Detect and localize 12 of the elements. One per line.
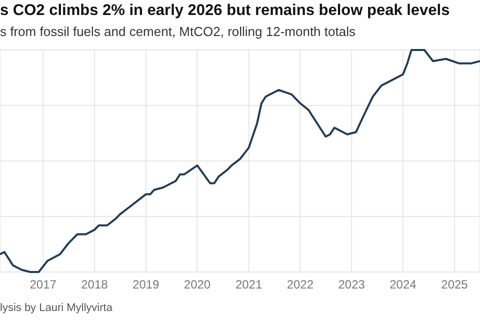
x-tick-label: 2023 [338,278,366,292]
x-tick-label: 2020 [184,278,211,292]
chart-subtitle: s from fossil fuels and cement, MtCO2, rolling 12-month totals [0,24,356,39]
chart-title: s CO2 climbs 2% in early 2026 but remains below peak levels [0,2,450,20]
x-tick-label: 2017 [30,278,57,292]
x-tick-label: 2025 [441,278,468,292]
text: lysis by Lauri Myllyvirta [0,302,112,314]
x-tick-label: 2018 [81,278,108,292]
x-tick-label: 2024 [390,278,417,292]
x-tick-label: 2022 [286,278,314,292]
x-tick-label: 2021 [235,278,262,292]
x-tick-label: 2019 [132,278,160,292]
